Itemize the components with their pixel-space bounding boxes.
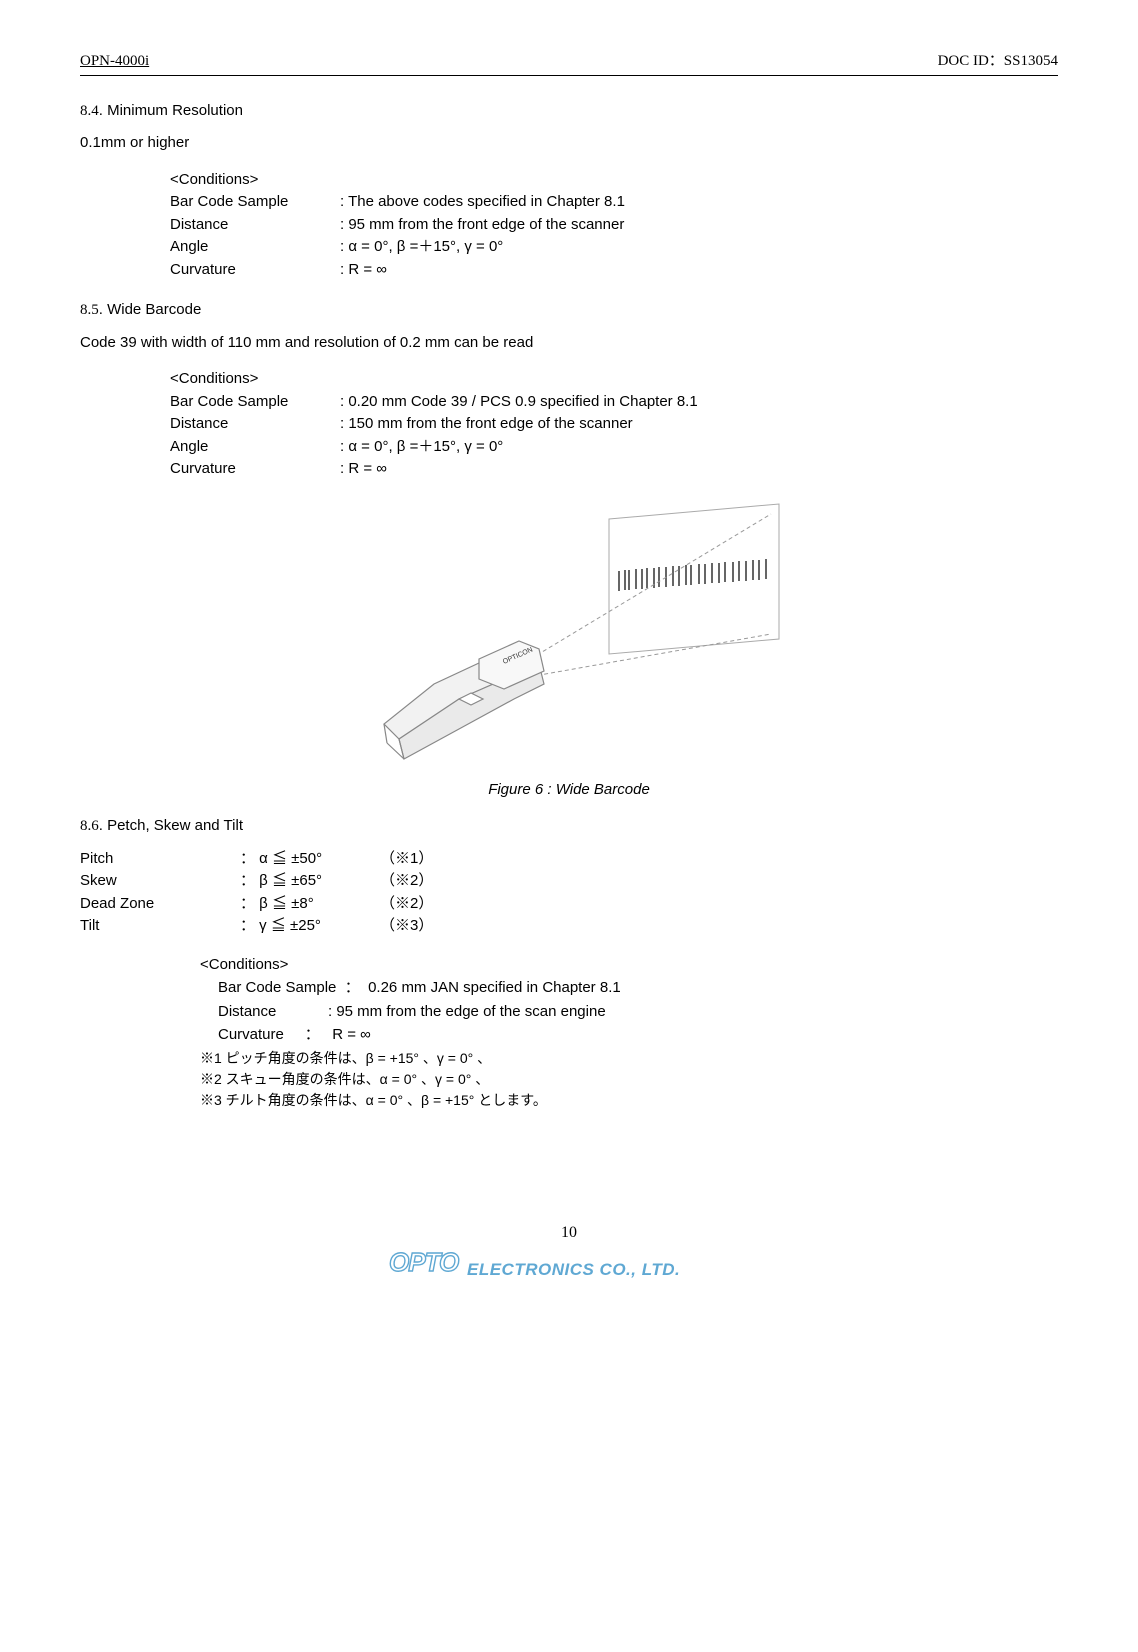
section-8-6-conditions: <Conditions> Bar Code Sample ： 0.26 mm J… [200, 954, 1058, 1111]
pst-note: （※2） [380, 893, 433, 916]
cond-label: Bar Code Sample [218, 977, 336, 1000]
cond-row: Distance : 95 mm from the edge of the sc… [218, 1001, 1058, 1024]
pst-label: Pitch [80, 848, 240, 871]
pst-val: ： β ≦ ±8° [240, 893, 380, 916]
cond-label: Curvature [170, 259, 340, 282]
pst-note: （※1） [380, 848, 433, 871]
pst-label: Dead Zone [80, 893, 240, 916]
footnote-1: ※1 ピッチ角度の条件は、β = +15° 、γ = 0° 、 [200, 1048, 1058, 1069]
section-8-5-conditions: <Conditions> Bar Code Sample: 0.20 mm Co… [170, 368, 1058, 481]
header-right: DOC ID：SS13054 [938, 50, 1058, 73]
cond-val: R = ∞ [332, 1024, 371, 1047]
pst-row: Dead Zone： β ≦ ±8°（※2） [80, 893, 1058, 916]
section-8-5-title-text: . Wide Barcode [99, 301, 202, 318]
cond-row: Angle: α = 0°, β =＋15°, γ = 0° [170, 436, 1058, 459]
cond-val: : The above codes specified in Chapter 8… [340, 191, 1058, 214]
cond-row: Bar Code Sample: The above codes specifi… [170, 191, 1058, 214]
cond-label: Bar Code Sample [170, 391, 340, 414]
pst-val: ： α ≦ ±50° [240, 848, 380, 871]
cond-label: Distance [218, 1001, 328, 1024]
conditions-header: <Conditions> [170, 169, 1058, 192]
cond-val: : R = ∞ [340, 259, 1058, 282]
cond-val: : 0.20 mm Code 39 / PCS 0.9 specified in… [340, 391, 1058, 414]
cond-row: Curvature: R = ∞ [170, 259, 1058, 282]
section-8-4-title: 8.4. Minimum Resolution [80, 100, 1058, 123]
cond-val: : α = 0°, β =＋15°, γ = 0° [340, 436, 1058, 459]
section-8-5-title: 8.5. Wide Barcode [80, 299, 1058, 322]
cond-row: Curvature: R = ∞ [170, 458, 1058, 481]
cond-val: : 95 mm from the edge of the scan engine [328, 1001, 606, 1024]
cond-label: Bar Code Sample [170, 191, 340, 214]
page-number: 10 [80, 1221, 1058, 1245]
cond-row: Distance: 95 mm from the front edge of t… [170, 214, 1058, 237]
cond-sep: ： [284, 1024, 332, 1047]
cond-row: Curvature ： R = ∞ [218, 1024, 1058, 1047]
cond-label: Curvature [170, 458, 340, 481]
section-8-4-body: 0.1mm or higher [80, 132, 1058, 155]
svg-text:OPTO: OPTO [389, 1247, 459, 1277]
header-left: OPN-4000i [80, 50, 149, 73]
section-8-6-num: 8.6 [80, 818, 99, 834]
cond-row: Distance: 150 mm from the front edge of … [170, 413, 1058, 436]
cond-val: : 95 mm from the front edge of the scann… [340, 214, 1058, 237]
section-8-5-body: Code 39 with width of 110 mm and resolut… [80, 332, 1058, 355]
cond-label: Distance [170, 214, 340, 237]
page-footer: 10 OPTO ELECTRONICS CO., LTD. [80, 1221, 1058, 1281]
pst-note: （※3） [380, 915, 433, 938]
footnote-3: ※3 チルト角度の条件は、α = 0° 、β = +15° とします。 [200, 1090, 1058, 1111]
cond-label: Distance [170, 413, 340, 436]
cond-val: : 150 mm from the front edge of the scan… [340, 413, 1058, 436]
section-8-4-num: 8.4 [80, 103, 99, 119]
figure-6-caption: Figure 6 : Wide Barcode [80, 779, 1058, 802]
cond-label: Angle [170, 436, 340, 459]
pst-label: Tilt [80, 915, 240, 938]
cond-row: Bar Code Sample: 0.20 mm Code 39 / PCS 0… [170, 391, 1058, 414]
pst-list: Pitch： α ≦ ±50°（※1） Skew： β ≦ ±65°（※2） D… [80, 848, 1058, 938]
conditions-header: <Conditions> [170, 368, 1058, 391]
footnote-2: ※2 スキュー角度の条件は、α = 0° 、γ = 0° 、 [200, 1069, 1058, 1090]
pst-row: Skew： β ≦ ±65°（※2） [80, 870, 1058, 893]
section-8-5-num: 8.5 [80, 302, 99, 318]
pst-row: Tilt： γ ≦ ±25°（※3） [80, 915, 1058, 938]
pst-note: （※2） [380, 870, 433, 893]
cond-row: Angle: α = 0°, β =＋15°, γ = 0° [170, 236, 1058, 259]
cond-row: Bar Code Sample ： 0.26 mm JAN specified … [218, 977, 1058, 1000]
section-8-4-conditions: <Conditions> Bar Code Sample: The above … [170, 169, 1058, 282]
cond-val: : R = ∞ [340, 458, 1058, 481]
wide-barcode-diagram: OPTICON [339, 499, 799, 769]
figure-6: OPTICON Figure 6 : Wide Barcode [80, 499, 1058, 802]
pst-row: Pitch： α ≦ ±50°（※1） [80, 848, 1058, 871]
section-8-4-title-text: . Minimum Resolution [99, 102, 243, 119]
pst-val: ： γ ≦ ±25° [240, 915, 380, 938]
cond-val: 0.26 mm JAN specified in Chapter 8.1 [368, 977, 621, 1000]
cond-sep: ： [336, 977, 368, 1000]
cond-label: Curvature [218, 1024, 284, 1047]
pst-val: ： β ≦ ±65° [240, 870, 380, 893]
page-header: OPN-4000i DOC ID：SS13054 [80, 50, 1058, 76]
conditions-header: <Conditions> [200, 954, 1058, 977]
section-8-6-title: 8.6. Petch, Skew and Tilt [80, 815, 1058, 838]
svg-text:ELECTRONICS CO., LTD.: ELECTRONICS CO., LTD. [467, 1260, 680, 1279]
pst-label: Skew [80, 870, 240, 893]
opto-logo-icon: OPTO ELECTRONICS CO., LTD. [389, 1245, 749, 1281]
cond-val: : α = 0°, β =＋15°, γ = 0° [340, 236, 1058, 259]
section-8-6-title-text: . Petch, Skew and Tilt [99, 817, 243, 834]
cond-label: Angle [170, 236, 340, 259]
